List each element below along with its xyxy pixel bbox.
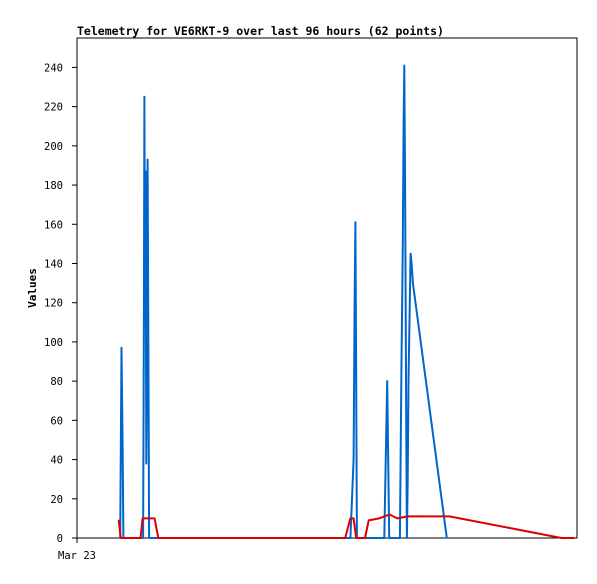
data-point [560, 537, 563, 539]
data-point [139, 537, 142, 539]
y-tick-label: 100 [44, 337, 63, 349]
data-point [143, 317, 145, 320]
data-point [145, 462, 148, 465]
data-point [142, 537, 144, 539]
data-point [404, 184, 406, 186]
data-point [409, 301, 411, 304]
data-point [573, 537, 576, 539]
data-point [141, 517, 144, 520]
data-point [146, 158, 149, 161]
data-point [117, 519, 120, 522]
data-point [353, 301, 356, 304]
data-point [157, 537, 160, 539]
data-point [120, 537, 122, 539]
y-axis-ticks: 0 20 40 60 80 100 120 140 160 180 200 220 240 [44, 62, 77, 545]
data-point [386, 380, 389, 382]
data-point [120, 347, 123, 349]
data-point [355, 380, 358, 382]
data-point [405, 419, 408, 422]
data-point [402, 123, 405, 126]
data-point [410, 262, 413, 265]
y-tick-label: 200 [44, 141, 63, 153]
y-tick-label: 160 [44, 219, 63, 231]
data-point [349, 517, 352, 520]
data-point [446, 537, 448, 539]
data-point [153, 517, 156, 520]
data-point [148, 537, 150, 539]
series-line [119, 64, 448, 539]
y-tick-label: 220 [44, 102, 63, 114]
y-tick-label: 60 [50, 415, 63, 427]
y-tick-label: 120 [44, 298, 63, 310]
data-point [400, 360, 403, 363]
data-point [403, 64, 406, 67]
y-tick-label: 0 [57, 533, 63, 545]
data-point [387, 458, 390, 461]
y-tick-label: 240 [44, 62, 63, 74]
data-point [388, 513, 391, 516]
data-point [144, 170, 147, 173]
chart-title: Telemetry for VE6RKT-9 over last 96 hour… [77, 24, 444, 38]
data-point [378, 517, 380, 520]
data-point [143, 96, 146, 98]
x-tick-label: Mar 23 [58, 550, 96, 562]
data-point [349, 537, 352, 539]
x-axis-ticks: Mar 23 [58, 538, 96, 562]
data-point [409, 252, 412, 255]
data-point [121, 443, 124, 445]
data-point [364, 537, 366, 539]
data-point [383, 537, 386, 539]
data-point [402, 243, 404, 245]
data-point [147, 349, 150, 351]
series-line [117, 513, 575, 539]
series-1 [117, 513, 576, 539]
y-tick-label: 20 [50, 494, 63, 506]
data-point [406, 515, 409, 518]
y-tick-label: 80 [50, 376, 63, 388]
plot-area [76, 37, 578, 539]
y-tick-label: 140 [44, 258, 63, 270]
data-point [406, 537, 408, 539]
series-lines [117, 64, 576, 539]
data-point [407, 380, 410, 382]
data-point [396, 517, 399, 520]
data-point [420, 515, 422, 518]
data-point [412, 282, 414, 284]
data-point [367, 519, 370, 522]
data-point [385, 439, 387, 441]
y-axis-label: Values [26, 268, 39, 308]
y-tick-label: 40 [50, 455, 63, 467]
data-point [352, 517, 355, 520]
data-point [388, 537, 391, 539]
data-point [406, 478, 409, 481]
data-point [399, 537, 401, 539]
data-point [144, 317, 146, 320]
y-tick-label: 180 [44, 180, 63, 192]
data-point [344, 537, 347, 539]
data-point [448, 515, 451, 518]
data-point [146, 349, 148, 351]
data-point [354, 221, 357, 224]
data-point [352, 458, 355, 461]
data-point [355, 537, 358, 539]
